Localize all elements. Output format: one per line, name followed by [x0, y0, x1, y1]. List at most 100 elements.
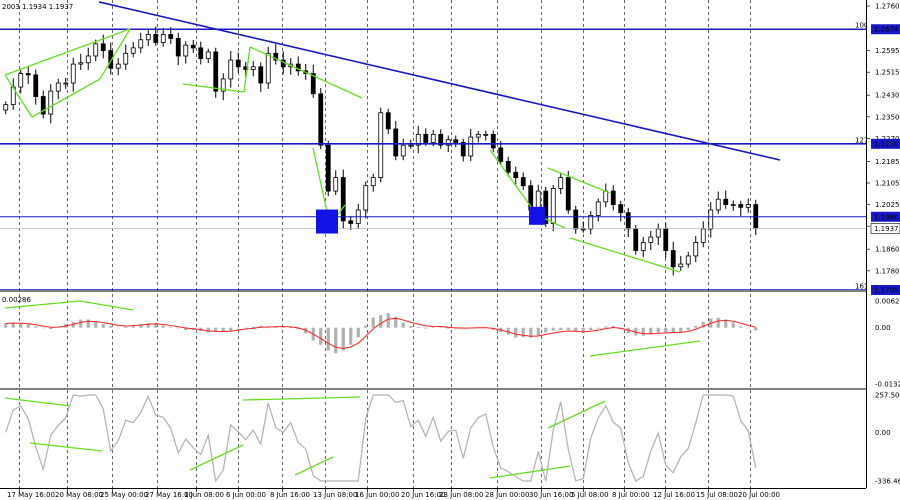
macd-bar: [319, 327, 323, 345]
cci-divergence-5: [489, 465, 571, 479]
price-tick-label: 1.2760: [875, 3, 900, 11]
macd-bar: [4, 323, 8, 328]
candle-body: [670, 250, 676, 268]
candle-body: [633, 228, 639, 251]
pattern-line-0: [4, 74, 33, 118]
time-tick-label: 30 Jun 16:00: [529, 491, 573, 499]
candle-body: [460, 142, 466, 157]
macd-bar: [379, 315, 383, 328]
candle-body: [663, 228, 669, 251]
cci-tick-label: 257.5097: [875, 392, 900, 400]
fib-label-100.0: 100.0: [855, 22, 875, 30]
time-tick-label: 28 Jun 00:00: [485, 491, 529, 499]
vertical-grid: [19, 0, 751, 488]
candle-body: [693, 242, 699, 257]
level-tag-label: 1.1980: [874, 213, 899, 221]
candle-body: [160, 33, 166, 43]
candle-body: [400, 144, 406, 157]
pattern-line-6: [249, 46, 363, 99]
candle-body: [145, 33, 151, 41]
macd-bar: [746, 327, 750, 329]
macd-bar: [386, 313, 390, 328]
macd-bar: [416, 326, 420, 328]
candle-body: [408, 144, 414, 147]
macd-bar: [679, 327, 683, 332]
price-axis: 1.27601.25951.25151.24301.23501.22701.21…: [866, 3, 900, 486]
candle-body: [438, 133, 444, 146]
time-tick-label: 6 Jun 00:00: [226, 491, 266, 499]
macd-bar: [439, 326, 443, 328]
macd-bar: [664, 327, 668, 333]
time-tick-label: 15 Jul 08:00: [696, 491, 738, 499]
macd-bar: [356, 327, 360, 338]
level-tag-label: 1.2674: [874, 26, 899, 34]
time-tick-label: 8 Jul 00:00: [612, 491, 650, 499]
candle-body: [618, 204, 624, 214]
macd-bar: [551, 327, 555, 331]
macd-bar: [19, 323, 23, 328]
candle-body: [318, 93, 324, 146]
macd-bar: [724, 319, 728, 328]
time-tick-label: 20 May 08:00: [55, 491, 103, 499]
macd-bar: [656, 327, 660, 333]
trend-line: [98, 1, 781, 161]
candle-body: [273, 52, 279, 61]
candle-body: [108, 50, 114, 69]
candle-body: [235, 59, 241, 68]
macd-bar: [296, 327, 300, 330]
macd-divergence-1: [79, 300, 134, 311]
macd-bar: [109, 325, 113, 328]
cci-tick-label: 0.00: [875, 429, 891, 437]
cci-divergence-1: [29, 442, 103, 452]
candle-body: [723, 198, 729, 206]
time-tick-label: 13 Jun 08:00: [313, 491, 357, 499]
macd-bar: [176, 327, 180, 329]
candle-body: [498, 147, 504, 162]
pattern-line-11: [547, 167, 611, 194]
price-tick-label: 1.2515: [875, 69, 900, 77]
macd-bar: [506, 327, 510, 335]
candle-body: [228, 59, 234, 80]
candle-body: [115, 63, 121, 69]
candle-body: [198, 47, 204, 60]
macd-bar: [446, 327, 450, 329]
candle-body: [565, 177, 571, 211]
candle-body: [93, 43, 99, 57]
price-tick-label: 1.1780: [875, 267, 900, 275]
pattern-line-1: [31, 78, 101, 118]
candle-body: [385, 112, 391, 130]
macd-bar: [544, 327, 548, 333]
candle-body: [85, 55, 91, 64]
candle-body: [183, 44, 189, 57]
candle-body: [580, 228, 586, 231]
macd-bar: [229, 327, 233, 331]
candle-body: [648, 236, 654, 243]
candle-body: [685, 255, 691, 265]
macd-bar: [371, 317, 375, 328]
candle-body: [370, 177, 376, 187]
macd-bar: [716, 317, 720, 328]
level-tag-bg: [871, 24, 900, 35]
macd-bar: [364, 325, 368, 328]
macd-bar: [701, 321, 705, 328]
macd-bar: [431, 327, 435, 328]
macd-bar: [641, 327, 645, 336]
macd-bar: [754, 327, 758, 331]
macd-bar: [589, 327, 593, 331]
macd-bar: [559, 327, 563, 331]
candle-body: [33, 74, 39, 97]
candle-body: [40, 96, 46, 115]
time-tick-label: 20 Jul 00:00: [738, 491, 780, 499]
candle-body: [378, 112, 384, 178]
macd-bar: [596, 327, 600, 329]
macd-bar: [161, 325, 165, 328]
macd-bar: [131, 325, 135, 328]
candle-body: [550, 187, 556, 224]
macd-bar: [86, 319, 90, 328]
candle-body: [655, 228, 661, 238]
fib-label-127.2: 127.2: [855, 136, 875, 144]
pattern-line-9: [489, 149, 538, 216]
candle-body: [220, 78, 226, 92]
candle-body: [708, 209, 714, 230]
